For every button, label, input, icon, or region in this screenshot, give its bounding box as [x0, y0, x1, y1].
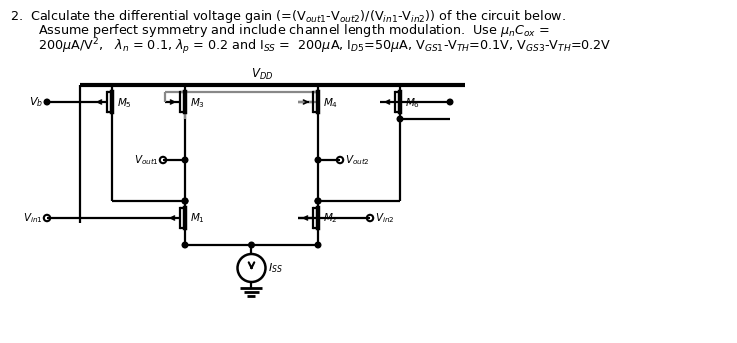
Text: $M_6$: $M_6$ [405, 96, 420, 110]
Circle shape [182, 198, 188, 204]
Text: $V_b$: $V_b$ [29, 95, 43, 109]
Text: $V_{DD}$: $V_{DD}$ [251, 67, 273, 82]
Circle shape [248, 242, 254, 248]
Text: $I_{SS}$: $I_{SS}$ [268, 261, 284, 275]
Text: 200$\mu$A/V$^2$,   $\lambda_n$ = 0.1, $\lambda_p$ = 0.2 and I$_{SS}$ =  200$\mu$: 200$\mu$A/V$^2$, $\lambda_n$ = 0.1, $\la… [38, 36, 611, 57]
Text: $V_{out1}$: $V_{out1}$ [134, 153, 159, 167]
Circle shape [315, 157, 321, 163]
Circle shape [182, 198, 188, 204]
Text: 2.  Calculate the differential voltage gain (=(V$_{out1}$-V$_{out2}$)/(V$_{in1}$: 2. Calculate the differential voltage ga… [10, 8, 566, 25]
Circle shape [315, 198, 321, 204]
Circle shape [182, 242, 188, 248]
Text: $M_2$: $M_2$ [323, 211, 338, 225]
Circle shape [397, 116, 403, 122]
Text: $V_{in1}$: $V_{in1}$ [24, 211, 43, 225]
Text: $M_5$: $M_5$ [117, 96, 132, 110]
Text: $M_1$: $M_1$ [190, 211, 205, 225]
Text: $M_3$: $M_3$ [190, 96, 205, 110]
Circle shape [315, 198, 321, 204]
Text: $M_4$: $M_4$ [323, 96, 338, 110]
Circle shape [44, 99, 50, 105]
Circle shape [315, 242, 321, 248]
Circle shape [182, 157, 188, 163]
Text: Assume perfect symmetry and include channel length modulation.  Use $\mu_n C_{ox: Assume perfect symmetry and include chan… [38, 22, 550, 39]
Text: $V_{out2}$: $V_{out2}$ [345, 153, 370, 167]
Circle shape [447, 99, 453, 105]
Text: $V_{in2}$: $V_{in2}$ [375, 211, 394, 225]
